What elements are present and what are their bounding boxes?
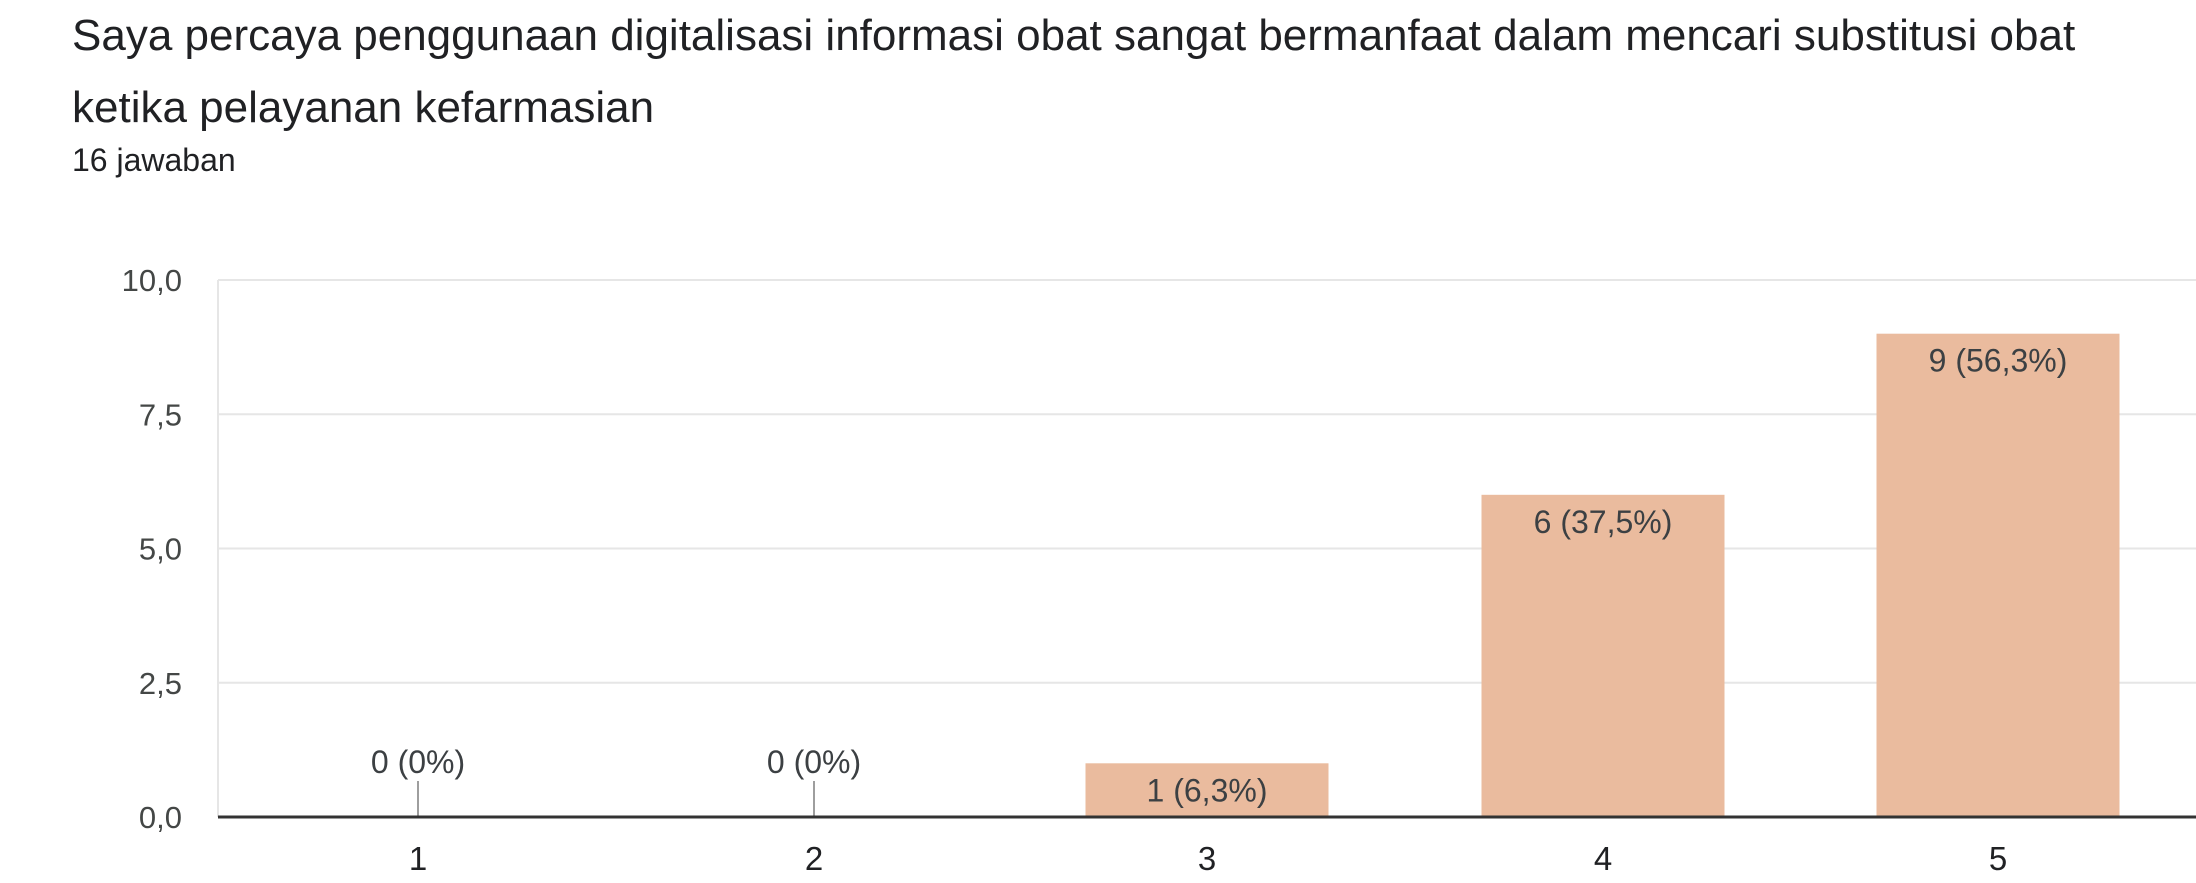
x-tick-label: 2 <box>805 840 823 877</box>
y-tick-label: 7,5 <box>139 397 182 432</box>
y-tick-label: 5,0 <box>139 532 182 567</box>
chart-title: Saya percaya penggunaan digitalisasi inf… <box>72 11 2076 132</box>
x-tick-label: 5 <box>1989 840 2007 877</box>
bar <box>1481 494 1725 817</box>
bar <box>1085 763 1329 817</box>
data-label: 1 (6,3%) <box>1147 772 1268 808</box>
y-tick-label: 0,0 <box>139 800 182 835</box>
response-count: 16 jawaban <box>72 142 236 178</box>
bar <box>1876 333 2120 817</box>
data-label: 0 (0%) <box>371 744 465 780</box>
data-label: 0 (0%) <box>767 744 861 780</box>
y-tick-label: 2,5 <box>139 666 182 701</box>
data-label: 9 (56,3%) <box>1929 343 2068 379</box>
x-tick-label: 1 <box>409 840 427 877</box>
data-label: 6 (37,5%) <box>1534 504 1673 540</box>
y-tick-label: 10,0 <box>122 263 182 298</box>
x-tick-label: 3 <box>1198 840 1216 877</box>
x-tick-label: 4 <box>1594 840 1612 877</box>
